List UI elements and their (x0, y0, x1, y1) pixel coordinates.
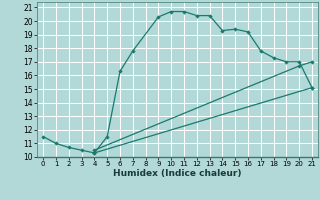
X-axis label: Humidex (Indice chaleur): Humidex (Indice chaleur) (113, 169, 242, 178)
